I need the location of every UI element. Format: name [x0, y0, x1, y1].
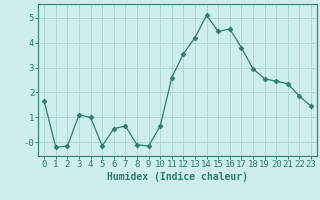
X-axis label: Humidex (Indice chaleur): Humidex (Indice chaleur) — [107, 172, 248, 182]
